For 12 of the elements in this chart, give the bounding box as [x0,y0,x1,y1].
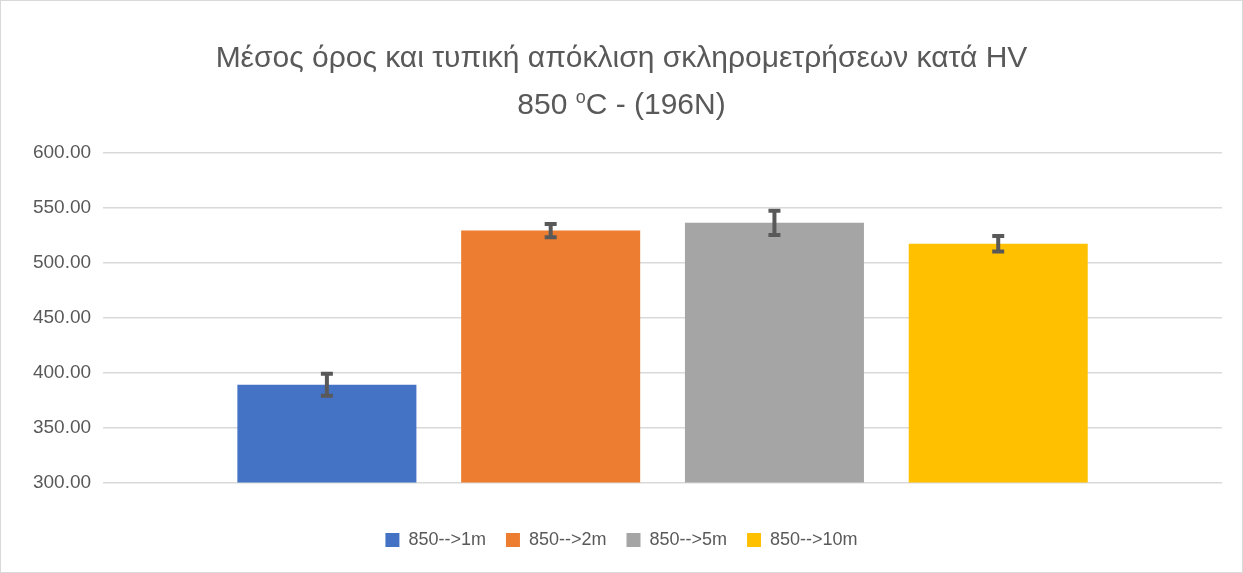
chart-title: Μέσος όρος και τυπική απόκλιση σκληρομετρήσεων κατά HV 850 $^{o}$C - (196N) [214,39,1029,122]
legend-label: 850-->10m [770,528,858,549]
y-tick-label: 550.00 [32,195,92,217]
y-tick-label: 450.00 [32,305,92,327]
legend-label: 850-->1m [408,528,486,549]
y-tick-label: 300.00 [32,470,92,492]
y-tick-label: 600.00 [32,140,92,162]
y-tick-label: 400.00 [32,360,92,382]
legend-label: 850-->2m [528,528,607,549]
legend-label: 850-->5m [649,528,728,549]
y-tick-label: 500.00 [32,250,92,272]
y-tick-label: 350.00 [32,415,92,437]
